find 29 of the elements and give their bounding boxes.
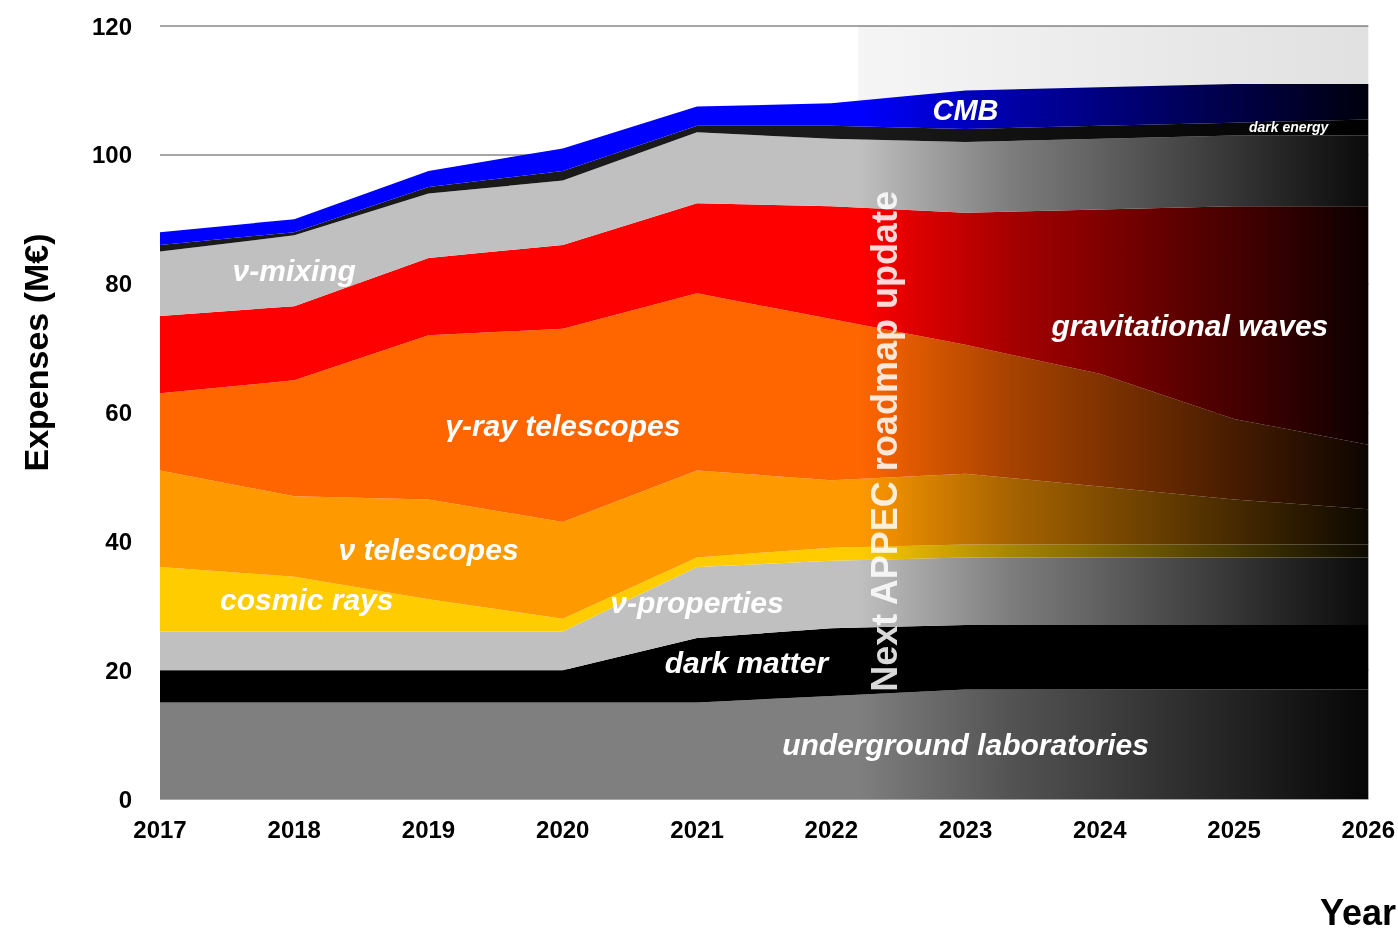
x-tick-label: 2019 [401,815,456,843]
series-label: γ-ray telescopes [445,408,681,442]
y-axis-title: Expenses (M€) [17,233,55,472]
y-tick-label: 100 [91,141,132,169]
x-tick-label: 2020 [536,815,590,843]
series-label: underground laboratories [782,727,1149,761]
series-label: gravitational waves [1050,309,1329,343]
series-label: CMB [932,93,999,126]
x-tick-label: 2026 [1341,815,1395,843]
series-label: dark energy [1248,119,1330,136]
x-tick-label: 2021 [670,815,724,843]
y-tick-label: 120 [91,12,132,40]
x-tick-label: 2023 [938,815,993,843]
y-tick-label: 40 [105,527,132,555]
y-tick-label: 0 [118,785,132,813]
x-tick-label: 2024 [1073,815,1128,843]
series-label: dark matter [664,645,831,679]
series-label: ν telescopes [338,532,519,566]
x-tick-label: 2018 [267,815,321,843]
x-axis-title: Year [1319,891,1396,933]
y-tick-label: 80 [105,270,132,298]
x-tick-label: 2022 [804,815,858,843]
y-tick-label: 60 [105,399,132,426]
series-label: ν-properties [610,586,784,620]
y-tick-label: 20 [105,656,132,684]
x-tick-label: 2025 [1207,815,1261,843]
series-label: cosmic rays [220,582,394,616]
x-tick-label: 2017 [133,815,187,843]
series-label: ν-mixing [232,254,356,288]
